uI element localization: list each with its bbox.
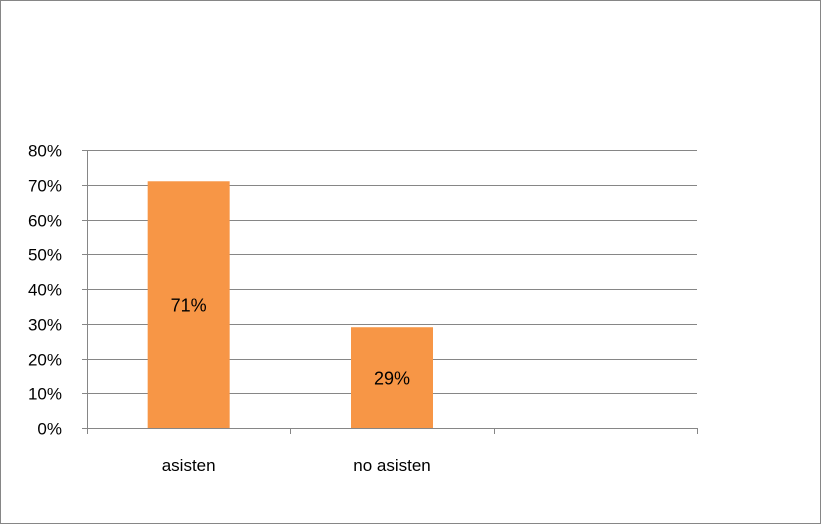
y-tick-label: 10% bbox=[28, 385, 62, 404]
data-label: 71% bbox=[171, 296, 207, 316]
data-label: 29% bbox=[374, 369, 410, 389]
x-category-label: no asisten bbox=[353, 456, 431, 475]
y-tick-label: 20% bbox=[28, 351, 62, 370]
y-tick-label: 80% bbox=[28, 142, 62, 161]
y-tick-label: 70% bbox=[28, 177, 62, 196]
y-tick-label: 0% bbox=[37, 420, 62, 439]
y-tick-label: 50% bbox=[28, 246, 62, 265]
bars bbox=[147, 181, 433, 428]
y-tick-label: 40% bbox=[28, 281, 62, 300]
bar-asisten bbox=[147, 181, 230, 428]
y-tick-label: 60% bbox=[28, 212, 62, 231]
labels: 0% 10% 20% 30% 40% 50% 60% 70% 80% 71% asisten 29% n… bbox=[28, 142, 431, 476]
bar-no-asisten bbox=[351, 327, 433, 428]
axes bbox=[82, 150, 698, 434]
x-category-label: asisten bbox=[162, 456, 216, 475]
y-tick-label: 30% bbox=[28, 316, 62, 335]
